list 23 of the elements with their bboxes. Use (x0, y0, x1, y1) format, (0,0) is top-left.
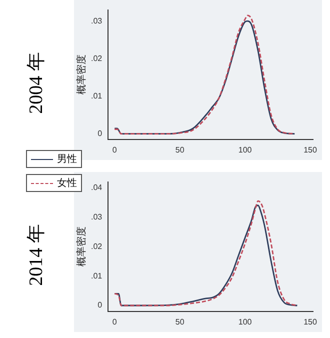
y-tick-label: .01 (90, 271, 103, 280)
x-tick-label: 100 (238, 145, 252, 154)
x-tick-label: 150 (304, 145, 318, 154)
y-tick-label: .01 (90, 91, 103, 100)
x-tick-label: 0 (112, 145, 118, 154)
y-tick-label: .02 (90, 242, 103, 251)
x-tick-label: 100 (238, 317, 252, 326)
y-tick-label: 0 (98, 128, 103, 138)
x-tick-label: 50 (175, 145, 185, 154)
legend-label: 女性 (57, 176, 77, 190)
y-tick-label: 0 (98, 300, 103, 310)
x-tick-label: 50 (175, 317, 185, 326)
x-tick-label: 0 (112, 317, 118, 326)
text: 2004 年 (25, 52, 48, 114)
y-axis-title: 概率密度 (76, 226, 88, 267)
y-tick-label: .03 (90, 16, 103, 26)
y-tick-label: .02 (90, 54, 103, 63)
text: 2014 年 (25, 224, 48, 286)
y-tick-label: .03 (90, 212, 103, 222)
y-tick-label: .04 (90, 182, 103, 192)
legend-label: 男性 (57, 152, 77, 166)
y-axis-title: 概率密度 (76, 54, 88, 95)
x-tick-label: 150 (304, 317, 318, 326)
